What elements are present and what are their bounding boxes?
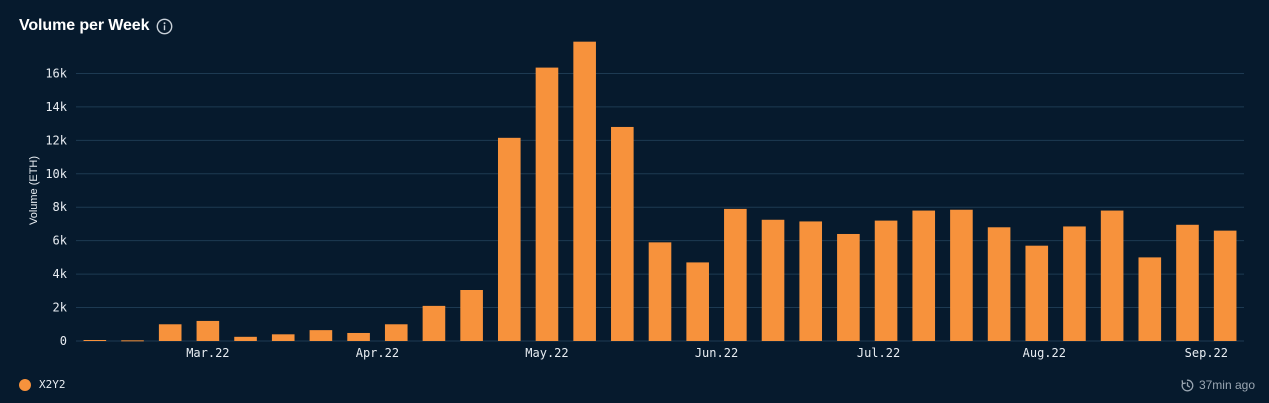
bar xyxy=(837,233,860,341)
y-tick-label: 2k xyxy=(53,301,68,315)
y-tick-label: 10k xyxy=(45,167,67,181)
bar xyxy=(987,227,1011,341)
info-icon[interactable] xyxy=(156,18,173,35)
bar xyxy=(384,324,408,341)
x-tick-label: Aug.22 xyxy=(1023,346,1066,360)
bar xyxy=(535,67,559,341)
chart-header: Volume per Week xyxy=(19,17,173,35)
y-tick-label: 8k xyxy=(53,200,68,214)
bar xyxy=(422,305,446,341)
x-tick-label: Sep.22 xyxy=(1185,346,1228,360)
bar xyxy=(271,334,295,341)
bar xyxy=(799,221,823,341)
bar xyxy=(950,209,973,341)
bar xyxy=(347,332,370,341)
y-tick-label: 6k xyxy=(53,234,68,248)
bar xyxy=(497,137,521,341)
last-updated-text: 37min ago xyxy=(1198,378,1255,392)
bar xyxy=(234,336,257,341)
bar xyxy=(724,208,747,341)
clock-icon xyxy=(1181,379,1194,392)
x-tick-label: May.22 xyxy=(525,346,568,360)
y-tick-label: 4k xyxy=(53,267,68,281)
bar xyxy=(874,220,898,341)
bar xyxy=(686,262,709,341)
x-tick-label: Jun.22 xyxy=(695,346,738,360)
bar xyxy=(309,330,333,341)
bar xyxy=(761,219,785,341)
bar xyxy=(912,210,936,341)
last-updated: 37min ago xyxy=(1181,378,1255,392)
bar xyxy=(1100,210,1124,341)
bar xyxy=(648,242,672,341)
y-axis-title: Volume (ETH) xyxy=(28,156,40,225)
legend-label: X2Y2 xyxy=(39,378,66,391)
bar xyxy=(158,324,182,341)
bar xyxy=(460,289,483,341)
bar xyxy=(611,126,634,341)
bar xyxy=(1063,226,1086,341)
bar xyxy=(121,340,144,342)
x-tick-label: Jul.22 xyxy=(857,346,900,360)
bar xyxy=(83,339,107,341)
y-tick-label: 14k xyxy=(45,100,67,114)
legend-swatch xyxy=(19,378,31,391)
legend-item-x2y2[interactable]: X2Y2 xyxy=(19,378,66,391)
y-tick-label: 0 xyxy=(60,334,67,348)
bar xyxy=(1138,257,1162,341)
bar-chart: 0 2k 4k 6k 8k 10k 12k 14k 16k Volume (ETH) Mar.22 A… xyxy=(28,41,1244,360)
x-tick-label: Mar.22 xyxy=(186,346,229,360)
bar xyxy=(1213,230,1237,341)
chart-title: Volume per Week xyxy=(19,17,150,34)
bar xyxy=(573,41,596,342)
x-tick-label: Apr.22 xyxy=(356,346,399,360)
bar xyxy=(196,320,220,341)
y-tick-label: 16k xyxy=(45,66,67,80)
y-tick-label: 12k xyxy=(45,133,67,147)
bar xyxy=(1025,245,1049,341)
bar xyxy=(1176,224,1199,341)
